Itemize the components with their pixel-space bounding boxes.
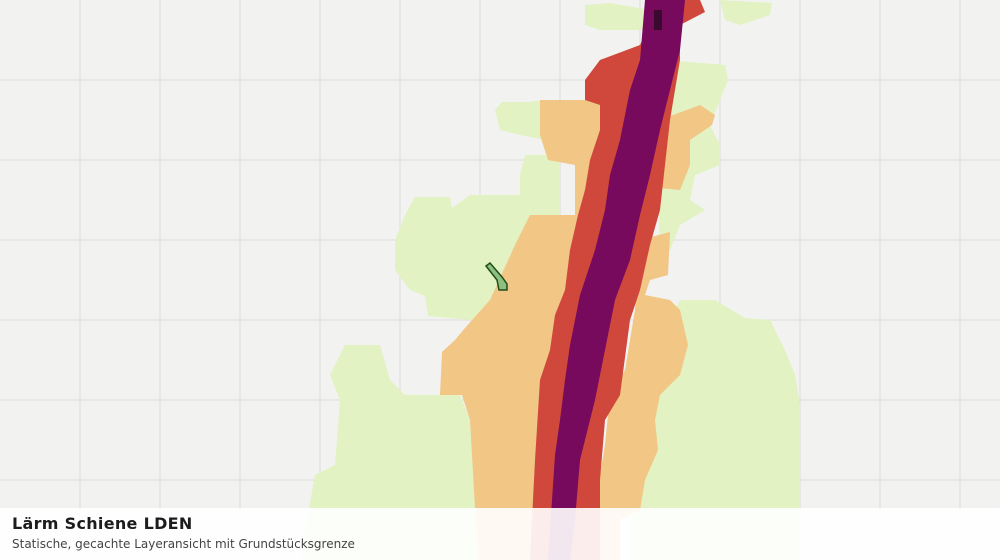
layer-title: Lärm Schiene LDEN bbox=[12, 514, 193, 533]
noise-zone-peak bbox=[654, 10, 662, 30]
parcel-boundary bbox=[484, 261, 508, 291]
layer-caption: Lärm Schiene LDEN Statische, gecachte La… bbox=[0, 508, 1000, 560]
noise-zone-very-high bbox=[548, 0, 685, 560]
noise-zone-low bbox=[300, 0, 800, 560]
layer-subtitle: Statische, gecachte Layeransicht mit Gru… bbox=[12, 537, 355, 551]
